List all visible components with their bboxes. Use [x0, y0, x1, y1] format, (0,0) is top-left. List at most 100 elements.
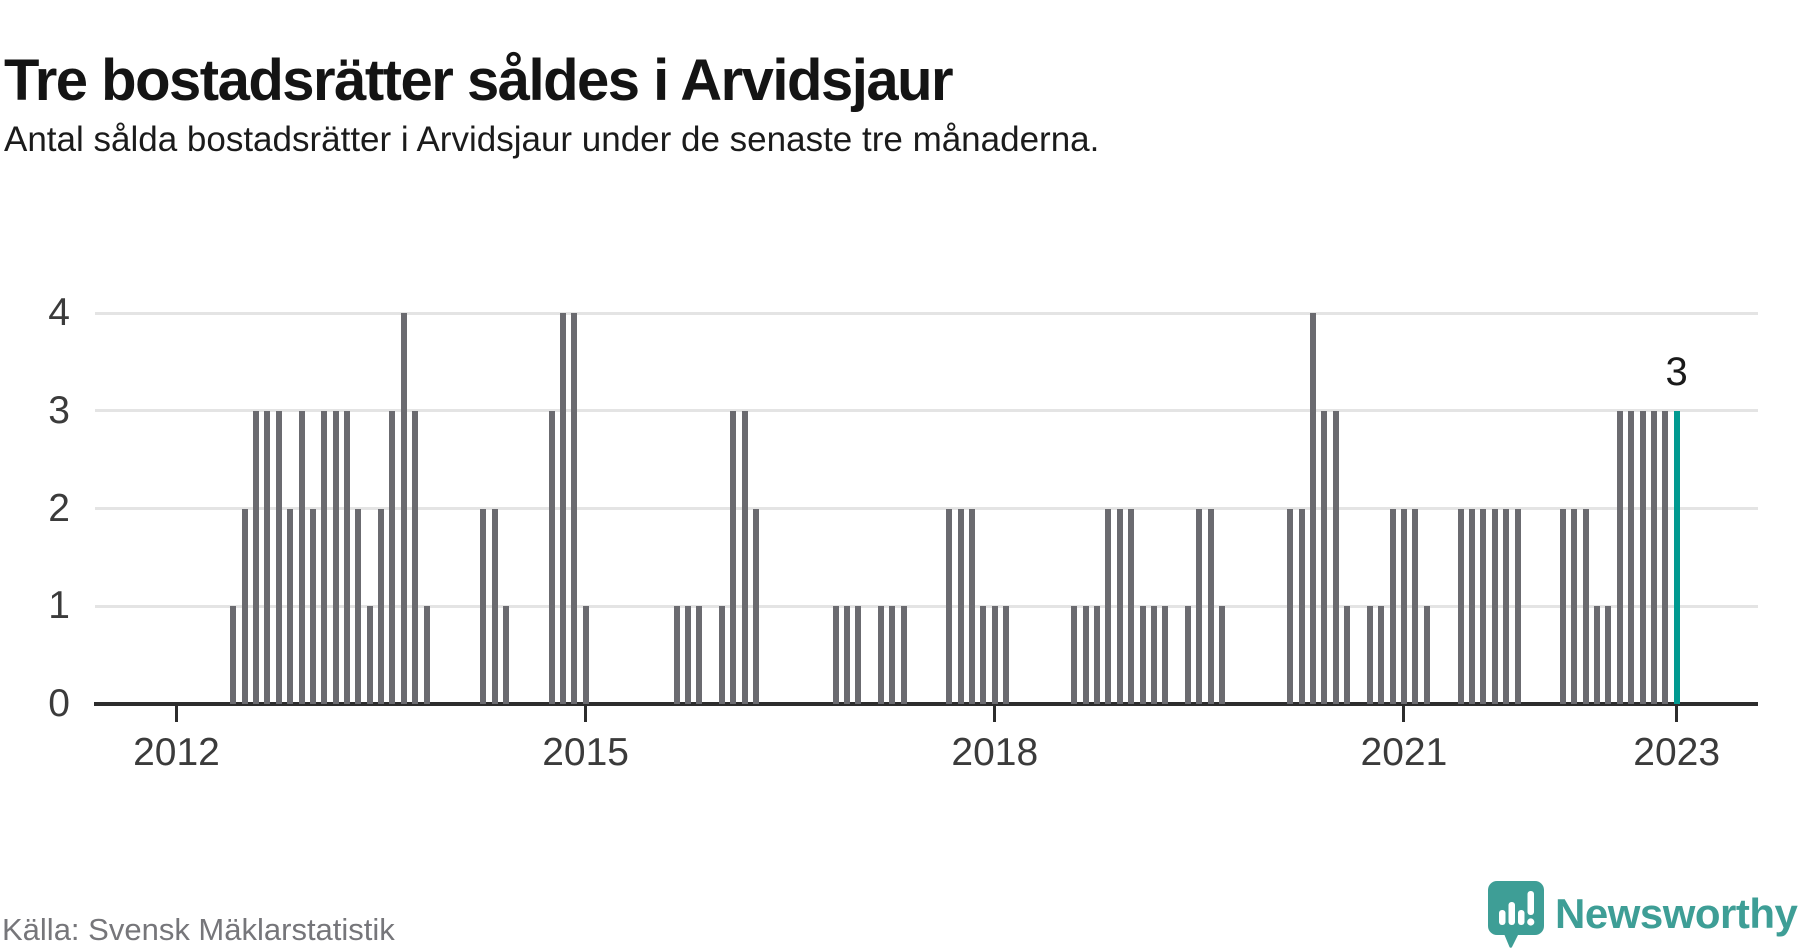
bar [1389, 508, 1396, 704]
bar [355, 508, 362, 704]
bar [1321, 410, 1328, 704]
bar [423, 606, 430, 704]
bar [1207, 508, 1214, 704]
bar [1400, 508, 1407, 704]
gridline [95, 507, 1758, 510]
x-axis-tick [584, 705, 588, 722]
bar [696, 606, 703, 704]
bar [991, 606, 998, 704]
bar [1344, 606, 1351, 704]
bar [1184, 606, 1191, 704]
bar [1639, 410, 1646, 704]
bar [980, 606, 987, 704]
bar [1469, 508, 1476, 704]
bar [1196, 508, 1203, 704]
bar [1457, 508, 1464, 704]
x-axis-tick [993, 705, 997, 722]
bar [343, 410, 350, 704]
bar [241, 508, 248, 704]
bar [559, 313, 566, 704]
bar [1616, 410, 1623, 704]
bar [332, 410, 339, 704]
bar [1003, 606, 1010, 704]
bar [753, 508, 760, 704]
highlighted-bar [1673, 410, 1680, 704]
bar [900, 606, 907, 704]
bar [571, 313, 578, 704]
chart-subtitle: Antal sålda bostadsrätter i Arvidsjaur u… [4, 120, 1100, 159]
bar [389, 410, 396, 704]
gridline [95, 409, 1758, 413]
bar [1582, 508, 1589, 704]
bar [1594, 606, 1601, 704]
bar [1491, 508, 1498, 704]
bar [298, 410, 305, 704]
bar [366, 606, 373, 704]
bar [832, 606, 839, 704]
x-axis-tick [1675, 705, 1679, 722]
bar [1139, 606, 1146, 704]
newsworthy-logo-icon [1487, 880, 1545, 948]
gridline [95, 604, 1758, 608]
bar [1162, 606, 1169, 704]
bar [582, 606, 589, 704]
bar [503, 606, 510, 704]
bar [719, 606, 726, 704]
x-axis-label: 2012 [133, 731, 220, 774]
bar [1105, 508, 1112, 704]
bar [378, 508, 385, 704]
bar [844, 606, 851, 704]
bar [287, 508, 294, 704]
bar [321, 410, 328, 704]
bar [1605, 606, 1612, 704]
bar [1366, 606, 1373, 704]
x-axis-label: 2021 [1360, 731, 1448, 774]
x-axis-label: 2023 [1633, 731, 1721, 774]
bar [309, 508, 316, 704]
bar-value-label: 3 [1665, 349, 1688, 394]
bar [684, 606, 691, 704]
bar [946, 508, 953, 704]
bar [230, 606, 237, 704]
bar [1219, 606, 1226, 704]
y-axis-label: 3 [48, 388, 70, 432]
y-axis-label: 4 [48, 291, 70, 334]
bar [1423, 606, 1430, 704]
bar [1412, 508, 1419, 704]
x-axis-label: 2015 [542, 731, 629, 774]
bar [1094, 606, 1101, 704]
page-title: Tre bostadsrätter såldes i Arvidsjaur [4, 47, 954, 113]
bar [878, 606, 885, 704]
bar [1150, 606, 1157, 704]
bar [253, 410, 260, 704]
bar [957, 508, 964, 704]
source-note: Källa: Svensk Mäklarstatistik [2, 912, 395, 947]
bar [1650, 410, 1657, 704]
x-axis-tick [1402, 705, 1406, 722]
bar [1514, 508, 1521, 704]
bar [1378, 606, 1385, 704]
bar [730, 410, 737, 704]
bar [1503, 508, 1510, 704]
bar [264, 410, 271, 704]
bar [480, 508, 487, 704]
bar [400, 313, 407, 704]
bar [275, 410, 282, 704]
gridline [95, 311, 1758, 315]
x-axis-line [94, 702, 1758, 706]
bar [1116, 508, 1123, 704]
x-axis-tick [175, 705, 178, 722]
bar [889, 606, 896, 704]
bar [1287, 508, 1294, 704]
y-axis-label: 1 [48, 584, 70, 628]
bar [1298, 508, 1305, 704]
bar [412, 410, 419, 704]
bar [741, 410, 748, 704]
y-axis-label: 0 [48, 682, 70, 725]
bar [491, 508, 498, 704]
bar [1560, 508, 1567, 704]
bar [855, 606, 862, 704]
bar [548, 410, 555, 704]
bar [673, 606, 680, 704]
